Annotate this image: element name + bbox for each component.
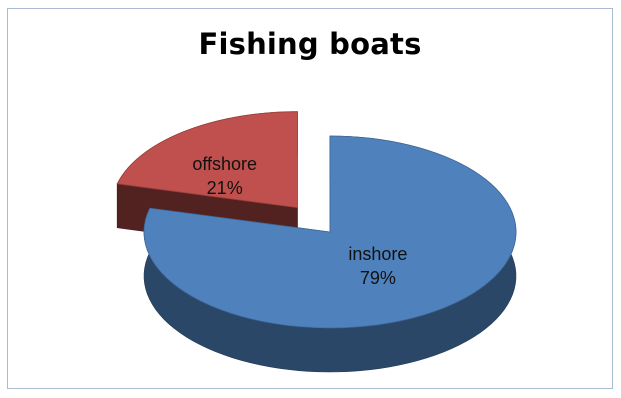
slice-label-inshore: inshore [348,244,407,264]
slice-value-offshore: 21% [207,178,243,198]
slice-inshore [143,135,517,373]
slice-label-offshore: offshore [192,154,257,174]
chart-title: Fishing boats [198,27,422,61]
slice-value-inshore: 79% [360,268,396,288]
slice-top-inshore [143,135,517,329]
slice-top-offshore [116,111,298,209]
